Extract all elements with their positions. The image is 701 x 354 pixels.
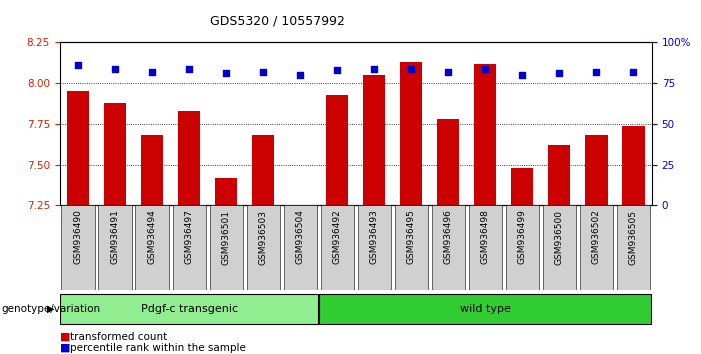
Text: GSM936494: GSM936494: [148, 210, 156, 264]
Bar: [60, 294, 318, 324]
Bar: [141, 135, 163, 205]
Bar: [617, 205, 650, 290]
Bar: [432, 205, 465, 290]
Point: [72, 62, 83, 68]
Bar: [469, 205, 502, 290]
Bar: [548, 145, 571, 205]
Bar: [437, 119, 459, 205]
Text: percentile rank within the sample: percentile rank within the sample: [70, 343, 246, 353]
Bar: [247, 205, 280, 290]
Bar: [358, 205, 391, 290]
Text: GSM936505: GSM936505: [629, 210, 638, 264]
Text: GSM936495: GSM936495: [407, 210, 416, 264]
Point: [628, 69, 639, 75]
Text: wild type: wild type: [460, 304, 511, 314]
Bar: [172, 205, 206, 290]
Text: GDS5320 / 10557992: GDS5320 / 10557992: [210, 14, 345, 27]
Text: GSM936498: GSM936498: [481, 210, 490, 264]
Text: GSM936490: GSM936490: [74, 210, 83, 264]
Bar: [622, 126, 644, 205]
Bar: [320, 294, 651, 324]
Text: GSM936502: GSM936502: [592, 210, 601, 264]
Point: [257, 69, 268, 75]
Bar: [320, 205, 354, 290]
Text: GSM936491: GSM936491: [111, 210, 120, 264]
Bar: [326, 95, 348, 205]
Text: GSM936497: GSM936497: [184, 210, 193, 264]
Point: [369, 66, 380, 72]
Text: GSM936499: GSM936499: [518, 210, 527, 264]
Bar: [104, 103, 126, 205]
Bar: [215, 178, 237, 205]
Point: [406, 66, 417, 72]
Text: Pdgf-c transgenic: Pdgf-c transgenic: [141, 304, 238, 314]
Point: [294, 72, 306, 78]
Text: GSM936501: GSM936501: [222, 210, 231, 264]
Text: GSM936504: GSM936504: [296, 210, 305, 264]
Text: ■: ■: [60, 343, 70, 353]
Bar: [511, 168, 533, 205]
Text: GSM936500: GSM936500: [555, 210, 564, 264]
Text: ■: ■: [60, 332, 70, 342]
Bar: [363, 75, 386, 205]
Text: GSM936493: GSM936493: [369, 210, 379, 264]
Point: [221, 70, 232, 76]
Bar: [252, 135, 274, 205]
Bar: [98, 205, 132, 290]
Point: [517, 72, 528, 78]
Point: [147, 69, 158, 75]
Point: [332, 67, 343, 73]
Point: [554, 70, 565, 76]
Bar: [585, 135, 608, 205]
Point: [184, 66, 195, 72]
Point: [109, 66, 121, 72]
Bar: [135, 205, 169, 290]
Bar: [67, 91, 89, 205]
Bar: [178, 111, 200, 205]
Text: genotype/variation: genotype/variation: [1, 304, 100, 314]
Point: [443, 69, 454, 75]
Bar: [505, 205, 539, 290]
Point: [479, 66, 491, 72]
Text: transformed count: transformed count: [70, 332, 168, 342]
Text: GSM936503: GSM936503: [259, 210, 268, 264]
Text: ▶: ▶: [47, 304, 54, 314]
Bar: [400, 62, 423, 205]
Point: [591, 69, 602, 75]
Text: GSM936492: GSM936492: [333, 210, 342, 264]
Bar: [395, 205, 428, 290]
Bar: [62, 205, 95, 290]
Bar: [580, 205, 613, 290]
Bar: [543, 205, 576, 290]
Bar: [474, 64, 496, 205]
Bar: [284, 205, 317, 290]
Bar: [210, 205, 243, 290]
Text: GSM936496: GSM936496: [444, 210, 453, 264]
